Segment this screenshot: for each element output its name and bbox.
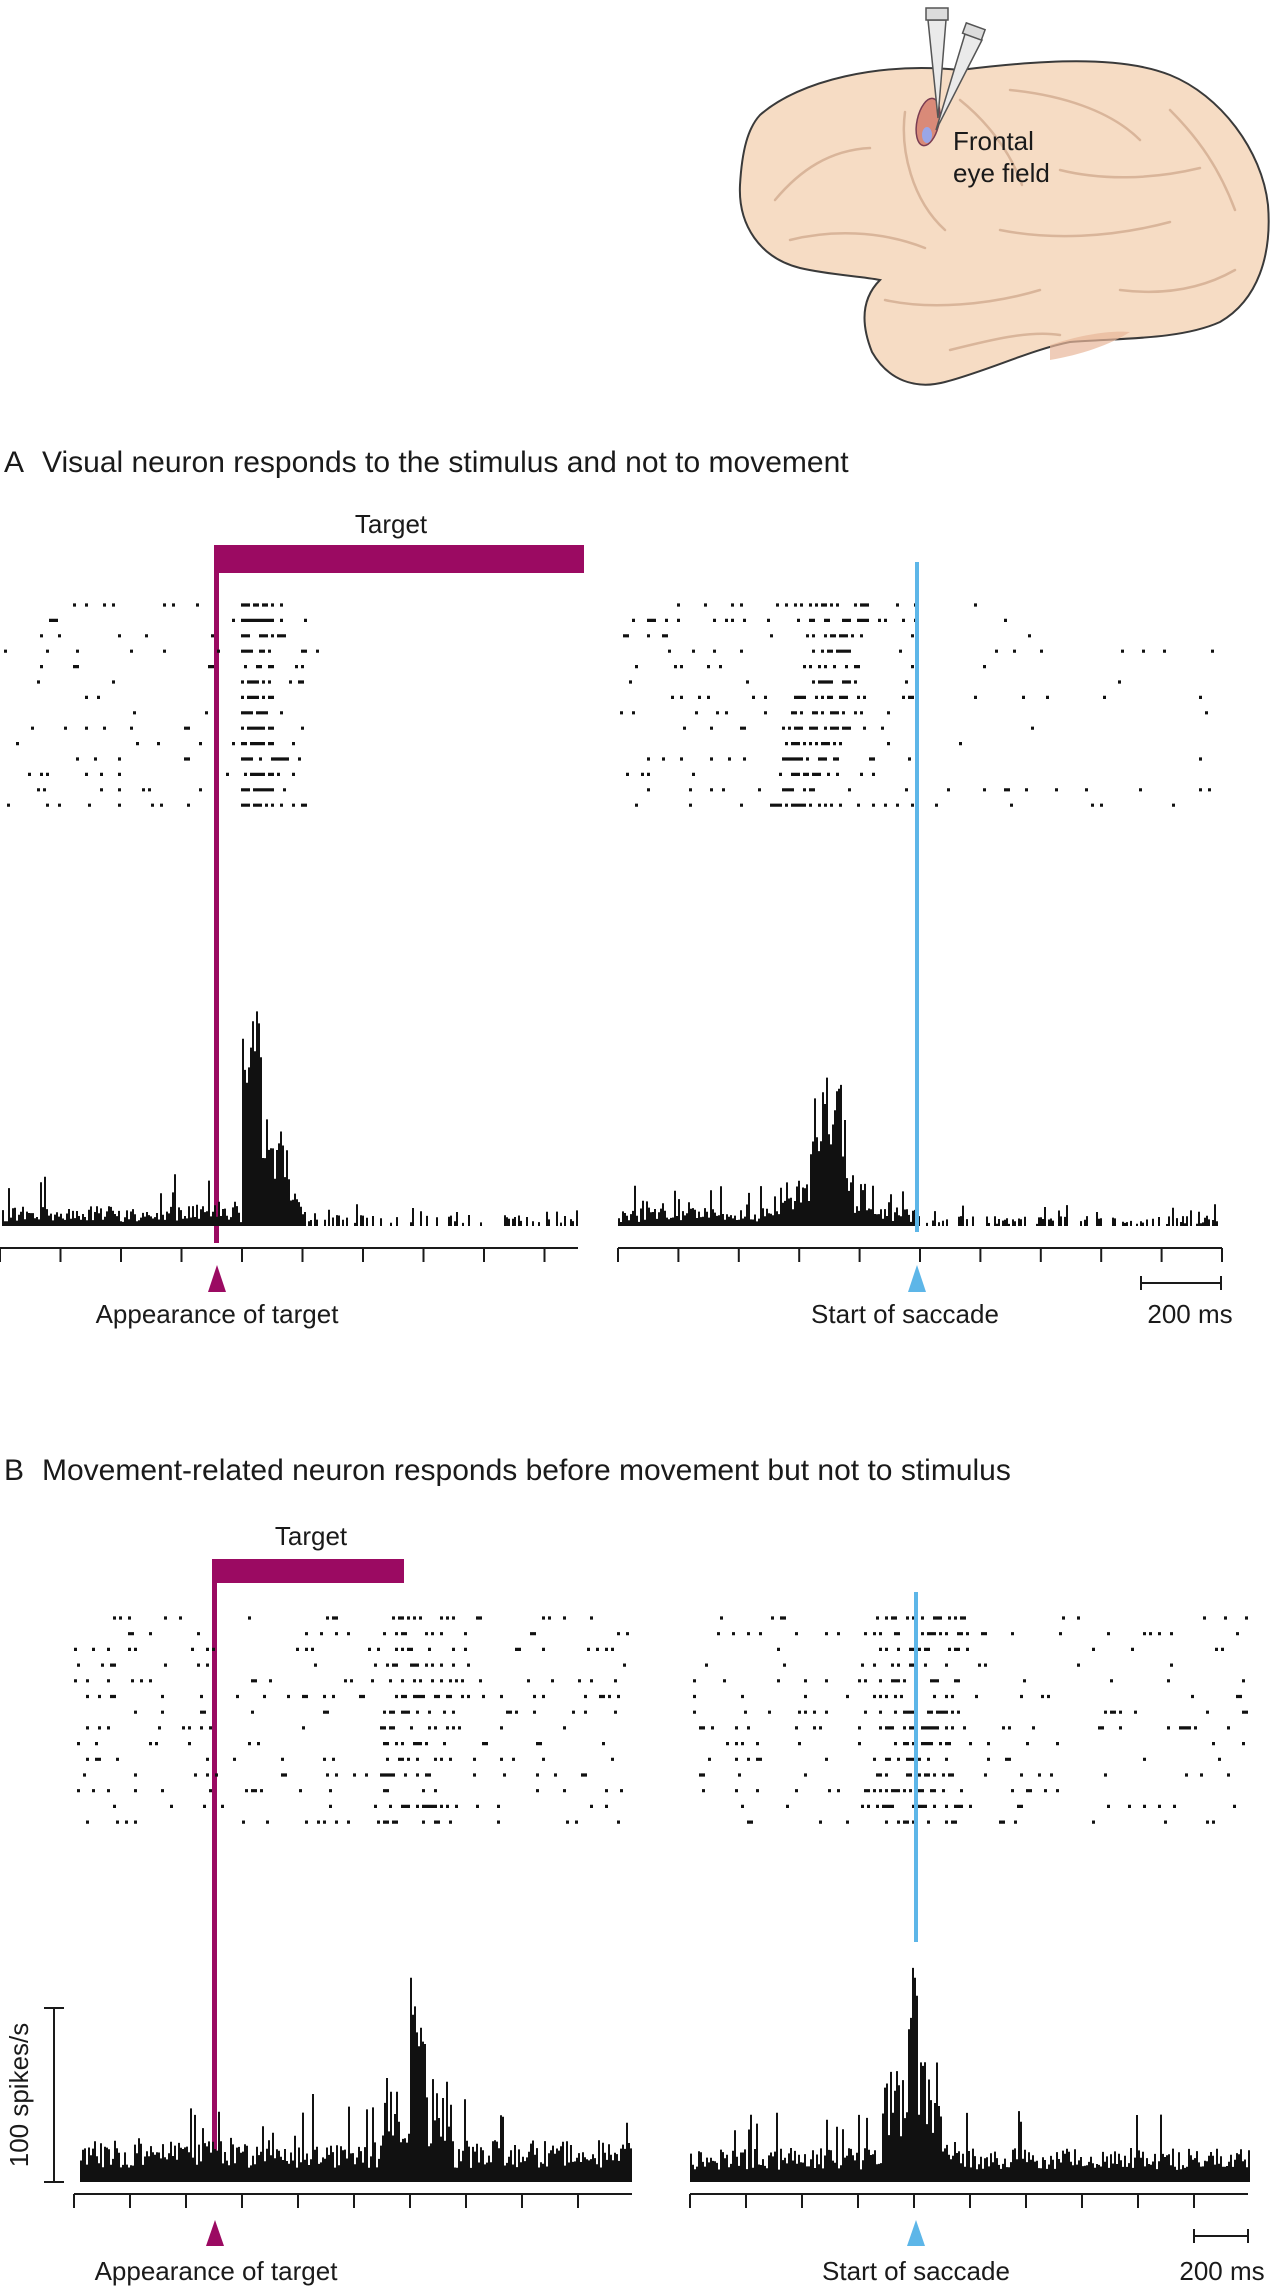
brain-illustration: Frontal eye field <box>738 7 1270 386</box>
brain-label-line2: eye field <box>953 158 1050 188</box>
panel-b-left-histogram <box>80 1977 632 2182</box>
panel-a-left-marker-label: Appearance of target <box>96 1299 340 1329</box>
histogram-bins <box>690 1967 1250 2182</box>
panel-b-target-onset-line <box>212 1559 217 2181</box>
panel-b-scale-bar <box>1193 2229 1249 2243</box>
panel-a: A Visual neuron responds to the stimulus… <box>0 446 1233 1329</box>
panel-b-right-time-axis <box>689 2193 1248 2208</box>
panel-b-saccade-line <box>914 1592 918 1942</box>
panel-a-title: Visual neuron responds to the stimulus a… <box>42 446 849 479</box>
panel-b-right-marker-label: Start of saccade <box>822 2256 1010 2286</box>
panel-a-target-bar <box>214 545 584 573</box>
histogram-bins <box>80 1977 632 2182</box>
panel-a-saccade-marker-icon <box>908 1265 926 1292</box>
panel-a-right-marker-label: Start of saccade <box>811 1299 999 1329</box>
panel-b-target-label: Target <box>275 1521 348 1551</box>
panel-b-right-histogram <box>690 1967 1250 2182</box>
panel-b-letter: B <box>4 1454 24 1487</box>
panel-b-title: Movement-related neuron responds before … <box>42 1454 1011 1487</box>
spike-dots <box>4 603 319 807</box>
panel-a-target-label: Target <box>355 509 428 539</box>
panel-a-target-marker-icon <box>208 1265 226 1292</box>
electrode-icons <box>925 7 987 131</box>
panel-a-right-time-axis <box>617 1247 1223 1262</box>
panel-b-target-bar <box>212 1559 404 1583</box>
panel-b-target-marker-icon <box>206 2220 224 2246</box>
panel-b-left-marker-label: Appearance of target <box>95 2256 339 2286</box>
panel-b-right-raster <box>693 1616 1248 1824</box>
panel-b-saccade-marker-icon <box>907 2220 925 2246</box>
panel-a-right-histogram <box>618 1077 1218 1226</box>
panel-a-scale-bar <box>1140 1276 1222 1290</box>
panel-b-y-scale-label: 100 spikes/s <box>4 2023 34 2168</box>
panel-b-y-scale-bar <box>44 2007 64 2183</box>
panel-a-left-histogram <box>2 1011 578 1226</box>
histogram-bins <box>618 1077 1218 1226</box>
panel-a-letter: A <box>4 446 24 479</box>
histogram-bins <box>2 1011 578 1226</box>
brain-outline <box>738 60 1270 386</box>
panel-b: B Movement-related neuron responds befor… <box>4 1454 1265 2286</box>
panel-b-left-time-axis <box>73 2193 632 2208</box>
panel-a-scale-label: 200 ms <box>1147 1299 1232 1329</box>
panel-b-left-raster <box>74 1616 629 1824</box>
spike-dots <box>693 1616 1248 1824</box>
brain-label-line1: Frontal <box>953 126 1034 156</box>
panel-a-left-raster <box>4 603 319 807</box>
panel-a-left-time-axis <box>0 1247 578 1262</box>
panel-a-target-onset-line <box>214 545 219 1243</box>
spike-dots <box>74 1616 629 1824</box>
panel-b-scale-label: 200 ms <box>1179 2256 1264 2286</box>
panel-a-saccade-line <box>915 562 919 1232</box>
